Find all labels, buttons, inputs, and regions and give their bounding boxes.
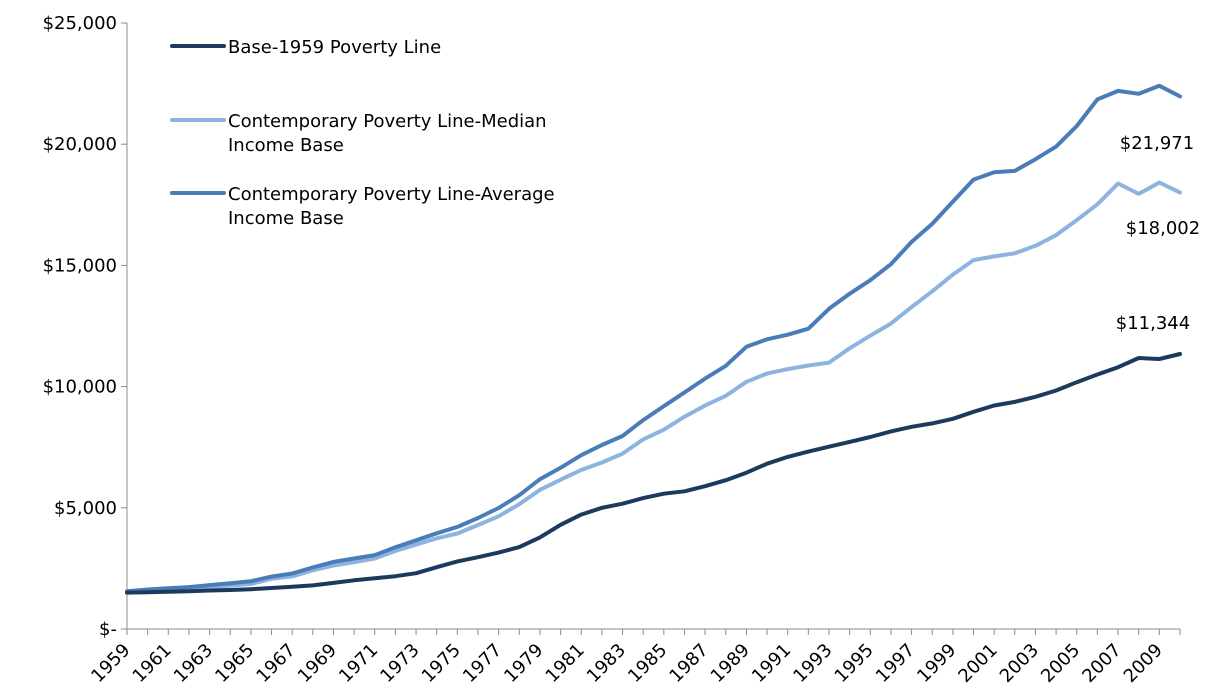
x-tick-label: 1989	[707, 640, 754, 687]
x-tick-label: 1959	[87, 640, 134, 687]
y-tick-label: $5,000	[54, 498, 117, 519]
legend-label-line: Income Base	[228, 208, 344, 229]
x-tick-label: 1981	[542, 640, 589, 687]
legend-label-median: Contemporary Poverty Line-Median Income B…	[228, 111, 547, 156]
x-tick-label: 1977	[459, 640, 506, 687]
legend-label-average: Contemporary Poverty Line-Average Income …	[228, 184, 555, 229]
legend-label-line: Contemporary Poverty Line-Average	[228, 184, 555, 205]
legend-label-line: Contemporary Poverty Line-Median	[228, 111, 547, 132]
x-tick-label: 1961	[129, 640, 176, 687]
y-tick-label: $10,000	[43, 377, 117, 398]
x-tick-label: 1995	[831, 640, 878, 687]
x-tick-label: 2003	[996, 640, 1043, 687]
x-tick-label: 2001	[954, 640, 1001, 687]
x-tick-label: 1993	[789, 640, 836, 687]
x-tick-label: 1991	[748, 640, 795, 687]
end-label-average: $21,971	[1120, 133, 1194, 154]
x-tick-label: 2009	[1120, 640, 1167, 687]
x-tick-label: 2007	[1078, 640, 1125, 687]
x-tick-label: 1967	[252, 640, 299, 687]
x-tick-label: 1963	[170, 640, 217, 687]
x-tick-label: 1965	[211, 640, 258, 687]
series-line-base-1959	[125, 352, 1182, 595]
x-tick-label: 2005	[1037, 640, 1084, 687]
x-tick-label: 1973	[376, 640, 423, 687]
series-line-median	[125, 180, 1182, 595]
x-axis-ticks: 1959196119631965196719691971197319751977…	[87, 629, 1181, 687]
y-tick-label: $20,000	[43, 134, 117, 155]
x-tick-label: 1997	[872, 640, 919, 687]
x-tick-label: 1987	[665, 640, 712, 687]
y-tick-label: $15,000	[43, 255, 117, 276]
axes	[126, 23, 1180, 630]
series-line-average	[125, 83, 1182, 594]
x-tick-label: 1969	[294, 640, 341, 687]
y-axis-ticks: $- $5,000 $10,000 $15,000 $20,000 $25,000	[43, 13, 127, 640]
x-tick-label: 1971	[335, 640, 382, 687]
x-tick-label: 1979	[500, 640, 547, 687]
end-label-base: $11,344	[1116, 313, 1190, 334]
x-tick-label: 1983	[583, 640, 630, 687]
x-tick-label: 1999	[913, 640, 960, 687]
x-tick-label: 1975	[418, 640, 465, 687]
series-lines	[125, 83, 1182, 595]
x-tick-label: 1985	[624, 640, 671, 687]
end-label-median: $18,002	[1126, 218, 1200, 239]
legend-label-base-1959: Base-1959 Poverty Line	[228, 37, 441, 58]
y-tick-label: $25,000	[43, 13, 117, 34]
legend-label-line: Income Base	[228, 135, 344, 156]
legend: Base-1959 Poverty Line Contemporary Pove…	[170, 37, 555, 229]
y-tick-label: $-	[99, 619, 117, 640]
